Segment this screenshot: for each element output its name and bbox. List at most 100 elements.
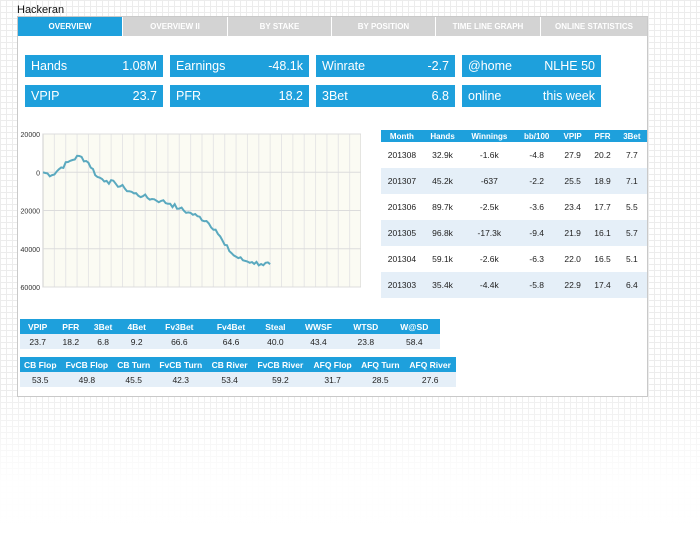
- monthly-cell: -5.8: [516, 272, 557, 298]
- monthly-header-cell: Hands: [422, 130, 463, 142]
- monthly-cell: 32.9k: [432, 150, 453, 160]
- earnings-box: Earnings -48.1k: [170, 55, 309, 77]
- monthly-cell: -2.2: [516, 168, 557, 194]
- stats1-header: VPIP: [20, 319, 56, 334]
- monthly-row: 201303 35.4k -4.4k -5.8 22.9 17.4 6.4: [381, 272, 647, 298]
- pfr-label: PFR: [176, 89, 201, 103]
- monthly-cell: -9.4: [516, 220, 557, 246]
- stats1-header: PFR: [55, 319, 87, 334]
- monthly-cell: 25.5: [556, 168, 589, 194]
- monthly-cell: 16.1: [588, 220, 617, 246]
- monthly-cell: 17.4: [588, 272, 617, 298]
- home-value: NLHE 50: [544, 59, 595, 73]
- monthly-cell: -2.6k: [479, 254, 499, 264]
- tab-time-line-graph[interactable]: TIME LINE GRAPH: [436, 17, 541, 36]
- monthly-cell: 20.2: [594, 150, 611, 160]
- monthly-cell: 5.7: [616, 220, 647, 246]
- stats1-header: 3Bet: [86, 319, 120, 334]
- monthly-cell: 5.1: [625, 254, 638, 264]
- monthly-cell: 89.7k: [432, 202, 453, 212]
- monthly-cell: -1.6k: [479, 150, 499, 160]
- y-tick-label: 0: [36, 170, 40, 177]
- stats1-value: 18.2: [55, 334, 87, 349]
- winnings-series-line: [42, 154, 271, 267]
- monthly-cell: 201307: [381, 168, 423, 194]
- stats2-header: FvCB Turn: [154, 357, 208, 372]
- monthly-cell: -3.6: [529, 202, 545, 212]
- monthly-cell: 18.9: [588, 168, 617, 194]
- stats1-value: 40.0: [256, 334, 294, 349]
- monthly-row: 201307 45.2k -637 -2.2 25.5 18.9 7.1: [381, 168, 647, 194]
- tab-by-position[interactable]: BY POSITION: [332, 17, 436, 36]
- stats2-header: FvCB Flop: [60, 357, 114, 372]
- stats2-header: AFQ Turn: [356, 357, 405, 372]
- tab-overview[interactable]: OVERVIEW: [18, 17, 123, 36]
- stats1-header: WWSF: [293, 319, 343, 334]
- monthly-cell: -637: [462, 168, 517, 194]
- stats1-header: W@SD: [388, 319, 440, 334]
- stats1-value: 64.6: [205, 334, 257, 349]
- stats1-header: WTSD: [343, 319, 389, 334]
- monthly-cell: 45.2k: [422, 168, 463, 194]
- stats2-value: 59.2: [251, 372, 309, 387]
- earnings-label: Earnings: [176, 59, 226, 73]
- hands-label: Hands: [31, 59, 68, 73]
- stats2-value: 27.6: [404, 372, 456, 387]
- pfr-value: 18.2: [278, 89, 303, 103]
- monthly-row: 201304 59.1k -2.6k -6.3 22.0 16.5 5.1: [381, 246, 647, 272]
- monthly-cell: 201304: [387, 254, 417, 264]
- monthly-cell: 201303: [381, 272, 423, 298]
- online-value: this week: [542, 89, 595, 103]
- bottom-fade: [0, 398, 700, 534]
- winrate-box: Winrate -2.7: [316, 55, 455, 77]
- hands-box: Hands 1.08M: [25, 55, 163, 77]
- monthly-cell: 17.7: [594, 202, 611, 212]
- monthly-cell: 7.1: [616, 168, 647, 194]
- monthly-header-cell: Month: [381, 130, 423, 142]
- monthly-cell: 22.9: [556, 272, 589, 298]
- stats2-header: FvCB River: [251, 357, 309, 372]
- stats2-value: 49.8: [60, 372, 114, 387]
- monthly-cell: -4.8: [529, 150, 545, 160]
- monthly-cell: 21.9: [556, 220, 589, 246]
- winrate-label: Winrate: [322, 59, 366, 73]
- monthly-header-cell: PFR: [588, 130, 617, 142]
- tab-online-statistics[interactable]: ONLINE STATISTICS: [541, 17, 647, 36]
- stats2-value: 42.3: [154, 372, 208, 387]
- online-label: online: [468, 89, 502, 103]
- postflop-stats-table: CB Flop FvCB Flop CB Turn FvCB Turn CB River…: [20, 357, 456, 387]
- threebet-label: 3Bet: [322, 89, 348, 103]
- stats1-value: 66.6: [153, 334, 206, 349]
- monthly-cell: 16.5: [594, 254, 611, 264]
- monthly-row: 201308 32.9k -1.6k -4.8 27.9 20.2 7.7: [381, 142, 647, 168]
- monthly-row: 201305 96.8k -17.3k -9.4 21.9 16.1 5.7: [381, 220, 647, 246]
- monthly-header-cell: VPIP: [556, 130, 589, 142]
- monthly-cell: -17.3k: [462, 220, 517, 246]
- stats1-header: Fv4Bet: [205, 319, 257, 334]
- stats2-header: CB Flop: [20, 357, 61, 372]
- tab-by-stake[interactable]: BY STAKE: [228, 17, 332, 36]
- monthly-header-cell: Winnings: [462, 130, 517, 142]
- monthly-cell: 27.9: [564, 150, 581, 160]
- threebet-box: 3Bet 6.8: [316, 85, 455, 107]
- monthly-cell: 5.5: [625, 202, 638, 212]
- home-box: @home NLHE 50: [462, 55, 601, 77]
- stats2-value: 53.5: [20, 372, 61, 387]
- monthly-header-cell: bb/100: [516, 130, 557, 142]
- stats1-header: Steal: [256, 319, 294, 334]
- page-title: Hackeran: [17, 4, 65, 16]
- stats2-value: 45.5: [113, 372, 155, 387]
- stats1-header: 4Bet: [119, 319, 154, 334]
- stats1-header: Fv3Bet: [153, 319, 206, 334]
- monthly-cell: 22.0: [564, 254, 581, 264]
- tab-overview-ii[interactable]: OVERVIEW II: [123, 17, 228, 36]
- monthly-cell: 201305: [381, 220, 423, 246]
- online-box: online this week: [462, 85, 601, 107]
- stats2-header: CB River: [207, 357, 252, 372]
- monthly-table: Month Hands Winnings bb/100 VPIP PFR 3Bet 2013…: [381, 130, 647, 298]
- home-label: @home: [468, 59, 512, 73]
- stats2-value: 53.4: [207, 372, 252, 387]
- stats1-value: 43.4: [293, 334, 343, 349]
- vpip-label: VPIP: [31, 89, 60, 103]
- monthly-cell: 201308: [387, 150, 417, 160]
